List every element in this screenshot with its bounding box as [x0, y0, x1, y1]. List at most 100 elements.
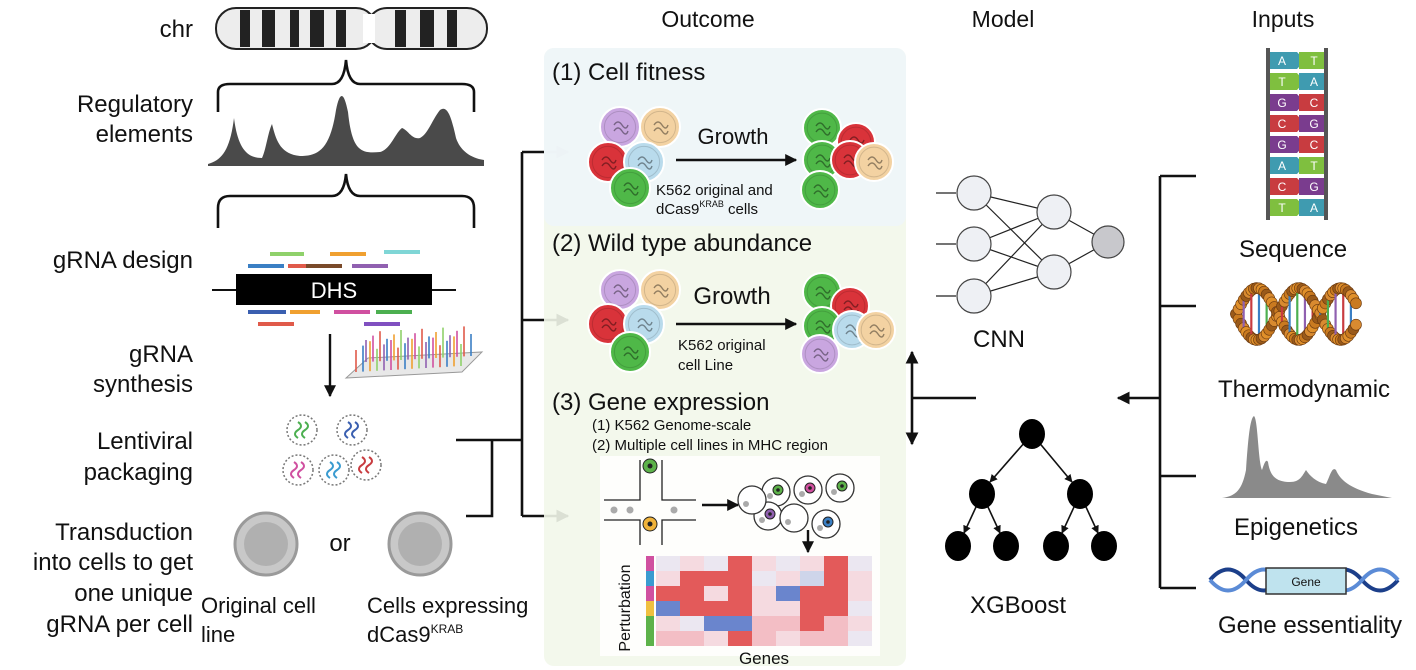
expression-sub-1: (1) K562 Genome-scale: [592, 417, 751, 434]
virus-icon: [282, 454, 314, 486]
heatmap-cell: [680, 601, 704, 616]
cnn-node: [1036, 254, 1072, 290]
heatmap-group-tag: [646, 586, 654, 601]
transduction-label-4: gRNA per cell: [46, 611, 193, 638]
heatmap-y-label: Perturbation: [617, 564, 634, 651]
heatmap-cell: [728, 601, 752, 616]
tree-node: [1019, 419, 1045, 449]
regulatory-label-1: Regulatory: [77, 91, 193, 118]
base-letter: C: [1278, 180, 1287, 194]
brace-top: [216, 59, 476, 112]
cell-icon: [854, 142, 894, 182]
dhs-label: DHS: [311, 278, 357, 303]
base-letter: T: [1310, 54, 1318, 68]
heatmap-cell: [824, 616, 848, 631]
heatmap-cell: [752, 556, 776, 571]
heatmap-cell: [704, 631, 728, 646]
cnn-edge: [973, 211, 1055, 297]
heatmap-cell: [800, 556, 824, 571]
heatmap-cell: [800, 616, 824, 631]
heatmap-cell: [800, 631, 824, 646]
droplet-icon: [793, 475, 823, 505]
transduction-label-2: into cells to get: [33, 549, 193, 576]
heatmap-cell: [656, 556, 680, 571]
fitness-title: (1) Cell fitness: [552, 59, 705, 86]
expression-sub-2: (2) Multiple cell lines in MHC region: [592, 437, 828, 454]
cnn-edge: [973, 192, 1055, 273]
heatmap-cell: [680, 616, 704, 631]
base-letter: G: [1309, 180, 1318, 194]
heatmap-cell: [680, 571, 704, 586]
heatmap-cell: [776, 601, 800, 616]
cell-icon: [609, 167, 651, 209]
heatmap-cell: [656, 601, 680, 616]
header-model: Model: [972, 6, 1035, 32]
chr-label: chr: [160, 16, 193, 43]
original-cell-label-1: Original cell: [201, 593, 316, 618]
base-letter: G: [1277, 96, 1286, 110]
abundance-cells-before: [587, 269, 681, 373]
heatmap-cell: [704, 616, 728, 631]
heatmap-cell: [704, 556, 728, 571]
heatmap-cell: [728, 616, 752, 631]
thermodynamic-label: Thermodynamic: [1218, 376, 1390, 403]
base-letter: T: [1310, 159, 1318, 173]
chromosome-icon: [215, 7, 488, 50]
heatmap-cell: [776, 616, 800, 631]
virus-icon: [286, 414, 318, 446]
fitness-cells-after: [800, 108, 894, 210]
base-letter: A: [1278, 54, 1286, 68]
heatmap-cell: [824, 631, 848, 646]
fitness-cells-before: [587, 106, 681, 209]
heatmap-group-tag: [646, 556, 654, 571]
heatmap-cell: [704, 601, 728, 616]
heatmap-cell: [752, 586, 776, 601]
tree-node: [993, 531, 1019, 561]
heatmap-cell: [728, 556, 752, 571]
heatmap-cell: [680, 556, 704, 571]
transduction-label-1: Transduction: [55, 519, 193, 546]
cell-icon: [800, 334, 840, 374]
gene-essentiality-label: Gene essentiality: [1218, 612, 1402, 639]
transduction-label-3: one unique: [74, 580, 193, 607]
heatmap-cell: [800, 571, 824, 586]
heatmap-cell: [656, 571, 680, 586]
droplet-icon: [825, 473, 855, 503]
tree-node: [1043, 531, 1069, 561]
heatmap-cell: [824, 601, 848, 616]
heatmap-cell: [728, 631, 752, 646]
base-letter: G: [1309, 117, 1318, 131]
heatmap-cell: [728, 586, 752, 601]
gene-box-label: Gene: [1291, 575, 1321, 589]
cell-icon: [639, 106, 681, 148]
expression-heatmap: [646, 556, 872, 646]
tree-node: [1091, 531, 1117, 561]
cell-icon: [800, 170, 840, 210]
abundance-growth-label: Growth: [693, 283, 770, 310]
virus-icon: [318, 454, 350, 486]
synthesis-label-2: synthesis: [93, 371, 193, 398]
cell-icon: [587, 303, 629, 345]
heatmap-cell: [680, 586, 704, 601]
lentiviral-label-1: Lentiviral: [97, 428, 193, 455]
tree-node: [969, 479, 995, 509]
droplet-icon: [811, 509, 841, 539]
heatmap-cell: [848, 616, 872, 631]
heatmap-x-label: Genes: [739, 649, 789, 668]
cnn-node: [956, 278, 992, 314]
header-inputs: Inputs: [1252, 6, 1315, 32]
synthesis-label-1: gRNA: [129, 341, 193, 368]
heatmap-cell: [800, 601, 824, 616]
abundance-cells-after: [800, 272, 896, 374]
cnn-label: CNN: [973, 326, 1025, 353]
heatmap-group-tag: [646, 616, 654, 631]
base-letter: A: [1310, 201, 1318, 215]
cnn-network-icon: [936, 175, 1125, 314]
